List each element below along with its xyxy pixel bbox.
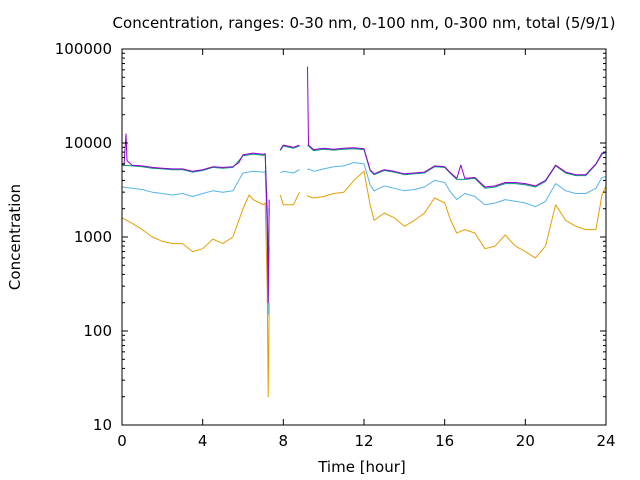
plot-frame: [121, 48, 607, 426]
y-axis-label: Concentration: [6, 184, 24, 290]
x-axis-label: Time [hour]: [317, 458, 406, 476]
x-tick-label: 16: [435, 432, 454, 450]
series-line-4: [121, 170, 607, 398]
x-tick-label: 24: [596, 432, 615, 450]
x-tick-label: 12: [354, 432, 373, 450]
series-layer: [121, 66, 607, 398]
x-tick-label: 4: [198, 432, 208, 450]
y-tick-label: 1000: [74, 228, 112, 246]
y-tick-label: 10: [93, 416, 112, 434]
series-line-1: [121, 66, 607, 304]
y-tick-label: 100000: [55, 40, 112, 58]
y-tick-label: 100: [83, 322, 112, 340]
x-axis: 0 4 8 12 16 20 24: [117, 49, 616, 450]
x-tick-label: 20: [516, 432, 535, 450]
y-tick-label: 10000: [64, 134, 112, 152]
x-tick-label: 0: [117, 432, 127, 450]
series-line-3: [121, 162, 607, 315]
y-axis: 10 100 1000 10000 100000: [55, 40, 606, 434]
chart-title: Concentration, ranges: 0-30 nm, 0-100 nm…: [113, 14, 616, 32]
x-tick-label: 8: [279, 432, 289, 450]
